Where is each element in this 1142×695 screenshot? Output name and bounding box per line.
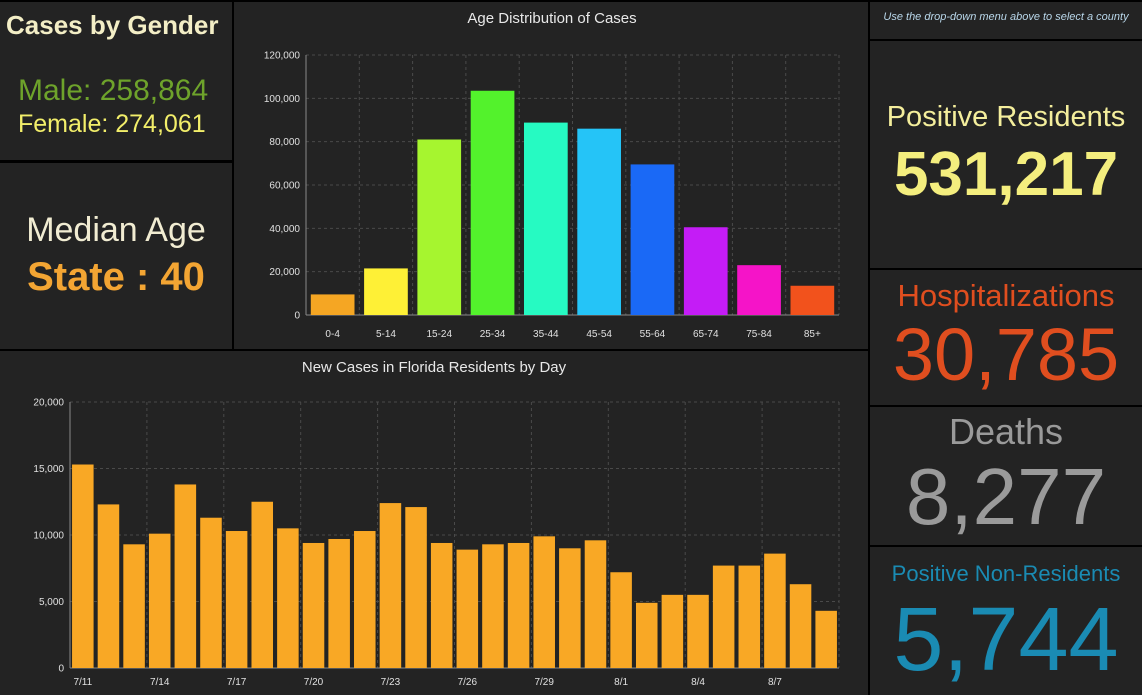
bar — [200, 517, 222, 668]
bar — [72, 464, 94, 668]
bar — [364, 268, 408, 315]
bar — [430, 542, 453, 668]
age-chart-title: Age Distribution of Cases — [467, 10, 636, 27]
female-count: Female: 274,061 — [18, 110, 206, 138]
x-tick-label: 65-74 — [693, 329, 719, 340]
x-tick-label: 75-84 — [746, 329, 772, 340]
y-tick-label: 60,000 — [269, 181, 300, 192]
bar — [225, 531, 248, 668]
y-tick-label: 5,000 — [39, 597, 64, 608]
x-tick-label: 8/1 — [614, 677, 628, 688]
bar — [630, 164, 675, 315]
positive-residents-label: Positive Residents — [886, 101, 1126, 133]
x-tick-label: 15-24 — [426, 329, 452, 340]
bar — [737, 265, 781, 315]
x-tick-label: 7/11 — [73, 677, 92, 688]
bar — [97, 504, 120, 668]
hospitalizations-value: 30,785 — [892, 313, 1120, 396]
bar — [790, 285, 835, 315]
cases-by-gender-panel: Cases by Gender Male: 258,864 Female: 27… — [0, 2, 232, 160]
positive-nonresidents-value: 5,744 — [893, 590, 1119, 690]
positive-nonresidents-label: Positive Non-Residents — [891, 561, 1121, 586]
x-tick-label: 7/23 — [381, 677, 401, 688]
y-tick-label: 40,000 — [269, 224, 300, 235]
male-count: Male: 258,864 — [18, 74, 209, 107]
bar — [577, 128, 622, 315]
deaths-label: Deaths — [948, 411, 1064, 452]
y-tick-label: 0 — [294, 311, 300, 322]
county-select-note: Use the drop-down menu above to select a… — [883, 11, 1129, 23]
x-tick-label: 8/4 — [691, 677, 705, 688]
bar — [354, 531, 376, 668]
bar — [405, 507, 427, 668]
median-age-label: Median Age — [26, 211, 206, 249]
x-tick-label: 5-14 — [376, 329, 396, 340]
deaths-panel: Deaths 8,277 — [870, 407, 1142, 545]
bar — [470, 90, 515, 315]
x-tick-label: 0-4 — [325, 329, 340, 340]
positive-residents-value: 531,217 — [893, 140, 1119, 209]
daily-cases-chart: New Cases in Florida Residents by Day 0 5… — [33, 359, 840, 688]
hospitalizations-label: Hospitalizations — [897, 278, 1115, 313]
bar — [302, 542, 325, 668]
x-tick-label: 7/20 — [304, 677, 324, 688]
y-tick-label: 100,000 — [264, 94, 301, 105]
x-tick-label: 55-64 — [640, 329, 666, 340]
y-tick-label: 120,000 — [264, 51, 301, 62]
bar — [328, 538, 350, 668]
deaths-value: 8,277 — [905, 452, 1107, 541]
bar — [251, 501, 274, 668]
x-tick-label: 35-44 — [533, 329, 559, 340]
bar — [635, 602, 658, 668]
x-tick-label: 7/26 — [458, 677, 478, 688]
bar — [738, 565, 761, 668]
median-age-value: State : 40 — [27, 255, 205, 299]
positive-residents-panel: Positive Residents 531,217 — [870, 41, 1142, 268]
bar — [815, 610, 837, 668]
gender-title: Cases by Gender — [6, 10, 219, 40]
bar — [148, 533, 171, 668]
bar — [533, 536, 555, 668]
median-age-panel: Median Age State : 40 — [0, 163, 232, 349]
bar — [683, 227, 728, 315]
y-tick-label: 80,000 — [269, 137, 300, 148]
bar — [789, 584, 812, 668]
bar — [123, 544, 145, 668]
y-tick-label: 15,000 — [33, 464, 64, 475]
x-tick-label: 7/14 — [150, 677, 170, 688]
y-tick-label: 20,000 — [269, 267, 300, 278]
bar — [456, 549, 479, 668]
bar — [584, 540, 607, 668]
bar — [417, 139, 462, 315]
y-tick-label: 10,000 — [33, 531, 64, 542]
x-tick-label: 45-54 — [586, 329, 612, 340]
daily-chart-title: New Cases in Florida Residents by Day — [302, 359, 567, 376]
x-tick-label: 7/29 — [534, 677, 554, 688]
age-distribution-panel: Age Distribution of Cases 0 20,000 40,000 6… — [234, 2, 868, 349]
bar — [764, 553, 786, 668]
bar — [379, 503, 402, 668]
hospitalizations-panel: Hospitalizations 30,785 — [870, 270, 1142, 405]
bar — [610, 572, 632, 668]
bar — [507, 542, 530, 668]
age-distribution-chart: Age Distribution of Cases 0 20,000 40,000 6… — [264, 10, 840, 340]
bar — [482, 544, 504, 668]
bar — [277, 528, 299, 668]
y-tick-label: 20,000 — [33, 398, 64, 409]
x-tick-label: 85+ — [804, 329, 821, 340]
x-tick-label: 8/7 — [768, 677, 782, 688]
y-tick-label: 0 — [58, 664, 64, 675]
bar — [712, 565, 735, 668]
bar — [174, 484, 197, 668]
bar — [559, 548, 581, 668]
positive-nonresidents-panel: Positive Non-Residents 5,744 — [870, 547, 1142, 695]
county-select-note-panel: Use the drop-down menu above to select a… — [870, 2, 1142, 39]
daily-cases-panel: New Cases in Florida Residents by Day 0 5… — [0, 351, 868, 695]
bar — [523, 122, 568, 315]
bar — [310, 294, 355, 315]
bar — [661, 594, 684, 668]
bar — [687, 594, 709, 668]
x-tick-label: 7/17 — [227, 677, 247, 688]
x-tick-label: 25-34 — [480, 329, 506, 340]
